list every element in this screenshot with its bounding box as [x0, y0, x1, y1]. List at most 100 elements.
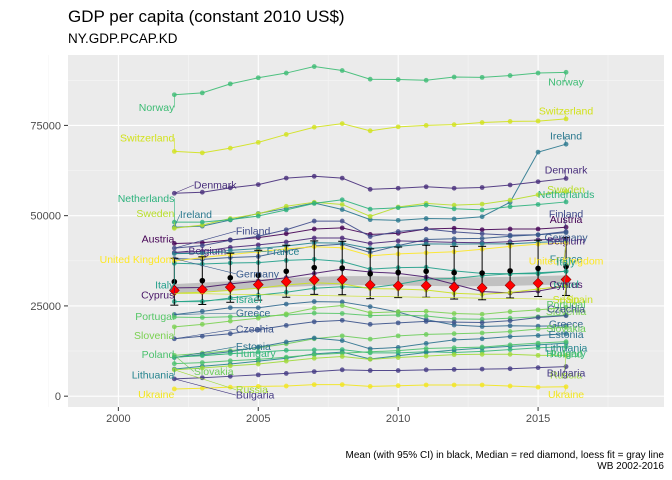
median-diamond — [392, 280, 404, 292]
series-point — [339, 333, 345, 339]
series-point — [283, 231, 289, 237]
label-leader — [174, 258, 236, 275]
label-leader — [563, 72, 567, 83]
series-point — [423, 350, 429, 355]
median-diamond — [196, 284, 208, 296]
label-left-greece: Greece — [236, 308, 271, 320]
label-right-israel: Israel — [553, 279, 579, 291]
series-point — [479, 382, 485, 388]
series-point — [255, 349, 261, 355]
y-tick-label: 50000 — [30, 211, 61, 223]
series-point — [423, 202, 429, 208]
label-right-russia: Russia — [550, 369, 582, 381]
series-point — [283, 207, 289, 213]
series-point — [199, 243, 205, 249]
label-leader — [563, 341, 567, 354]
mean-point — [423, 268, 429, 275]
series-lines — [171, 64, 569, 392]
series-point — [451, 185, 457, 191]
series-point — [199, 385, 205, 391]
series-point — [395, 348, 401, 354]
label-left-united-kingdom: United Kingdom — [100, 254, 175, 266]
label-left-sweden: Sweden — [136, 208, 174, 220]
series-point — [339, 338, 345, 343]
series-point — [199, 360, 205, 365]
series-point — [535, 179, 541, 185]
mean-point — [535, 265, 541, 272]
series-point — [535, 70, 541, 76]
series-point — [507, 226, 513, 232]
series-point — [451, 225, 457, 231]
series-point — [451, 206, 457, 212]
caption-line-2: WB 2002-2016 — [597, 461, 664, 472]
label-right-czechia: Czechia — [547, 303, 585, 315]
series-point — [227, 305, 233, 311]
country-labels: Norway Norway Switzerland Switzerland Irelan… — [100, 72, 604, 402]
label-leader — [174, 299, 236, 302]
series-point — [479, 324, 485, 329]
series-point — [507, 351, 513, 357]
label-right-denmark: Denmark — [545, 164, 588, 176]
x-tick-label: 2010 — [386, 413, 410, 425]
series-point — [479, 311, 485, 317]
series-point — [535, 333, 541, 338]
label-right-slovenia: Slovenia — [546, 306, 586, 318]
summary-stats — [168, 237, 572, 306]
series-point — [227, 373, 233, 379]
label-right-united-kingdom: United Kingdom — [529, 255, 604, 267]
label-leader — [563, 169, 567, 179]
label-leader — [174, 184, 195, 194]
label-right-hungary: Hungary — [546, 348, 586, 360]
series-point — [451, 241, 457, 247]
series-point — [479, 241, 485, 247]
series-point — [367, 128, 373, 134]
label-leader — [174, 353, 236, 358]
series-point — [535, 315, 541, 320]
series-point — [367, 304, 373, 310]
series-point — [255, 182, 261, 188]
series-point — [451, 382, 457, 388]
series-point — [199, 333, 205, 339]
grid-lines — [48, 55, 664, 407]
median-diamond — [252, 279, 264, 291]
series-point — [339, 317, 345, 323]
series-point — [563, 331, 569, 337]
series-point — [199, 189, 205, 195]
series-point — [255, 327, 261, 333]
series-point — [451, 337, 457, 343]
label-leader — [563, 304, 567, 315]
label-right-ukraine: Ukraine — [548, 389, 584, 401]
series-point — [451, 122, 457, 128]
label-leader — [563, 243, 567, 261]
series-point — [507, 342, 513, 348]
series-point — [479, 236, 485, 241]
series-point — [395, 355, 401, 360]
series-point — [283, 383, 289, 389]
label-leader — [174, 230, 236, 249]
series-point — [311, 382, 317, 388]
label-right-france: France — [550, 253, 583, 265]
label-left-lithuania: Lithuania — [132, 370, 175, 382]
series-point — [535, 192, 541, 198]
series-point — [339, 303, 345, 308]
series-point — [227, 81, 233, 87]
series-point — [227, 237, 233, 243]
label-left-ireland: Ireland — [180, 209, 212, 221]
label-leader — [174, 292, 567, 300]
series-point — [171, 225, 177, 231]
series-point — [311, 305, 317, 311]
series-point — [479, 207, 485, 213]
series-point — [311, 299, 317, 304]
series-point — [311, 355, 317, 361]
series-point — [283, 227, 289, 233]
label-leader — [174, 312, 236, 315]
series-point — [507, 318, 513, 324]
series-point — [339, 311, 345, 316]
series-point — [339, 197, 345, 203]
label-leader — [174, 355, 195, 372]
series-point — [255, 372, 261, 378]
label-right-poland: Poland — [550, 348, 583, 360]
series-point — [535, 149, 541, 155]
label-left-portugal: Portugal — [135, 311, 174, 323]
series-point — [535, 384, 541, 390]
